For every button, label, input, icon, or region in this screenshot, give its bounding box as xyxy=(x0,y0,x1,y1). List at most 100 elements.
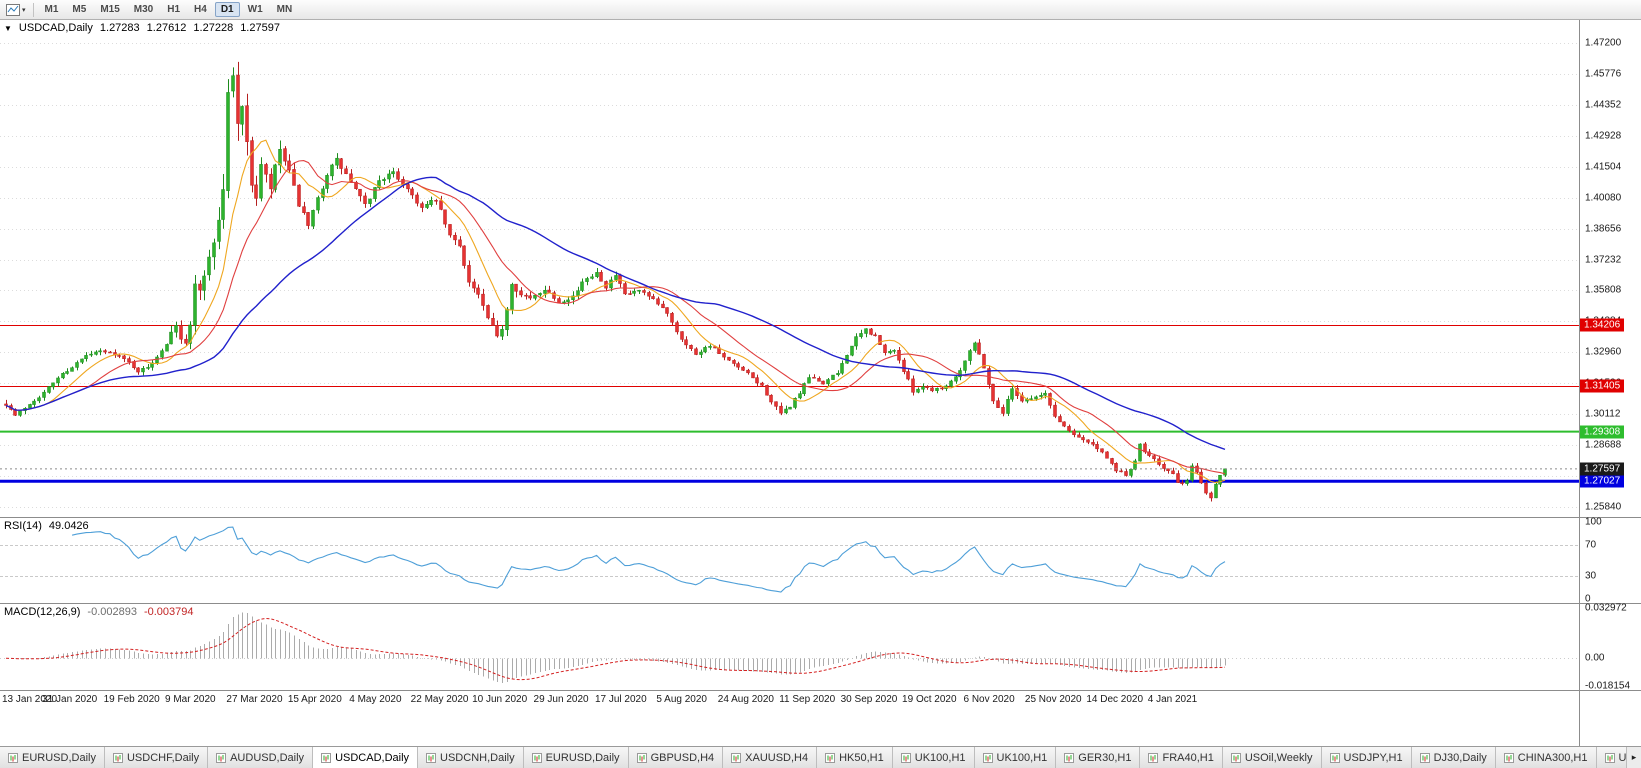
candlestick-tab-icon xyxy=(1148,752,1159,763)
timeframe-button-m15[interactable]: M15 xyxy=(94,2,125,17)
rsi-header: RSI(14) 49.0426 xyxy=(4,520,89,532)
candlestick-tab-icon xyxy=(636,752,647,763)
pane-splitter[interactable] xyxy=(0,690,1579,691)
chart-tab-dj30-daily[interactable]: DJ30,Daily xyxy=(1411,747,1496,768)
macd-axis[interactable]: 0.032972 0.00 -0.018154 xyxy=(1580,602,1641,692)
rsi-line xyxy=(71,526,1226,593)
rsi-title: RSI(14) xyxy=(4,520,42,532)
rsi-chart[interactable] xyxy=(0,518,1579,603)
price-tick-label: 1.41504 xyxy=(1585,161,1622,173)
timeframe-button-m5[interactable]: M5 xyxy=(66,2,92,17)
macd-title: MACD(12,26,9) xyxy=(4,606,81,618)
tab-label: USDJPY,H1 xyxy=(1343,751,1403,764)
candlestick-tab-icon xyxy=(8,752,18,763)
price-chart-pane[interactable]: ▼ USDCAD,Daily 1.27283 1.27612 1.27228 1… xyxy=(0,20,1579,517)
timeframe-button-w1[interactable]: W1 xyxy=(242,2,269,17)
date-tick-label: 6 Nov 2020 xyxy=(963,694,1015,705)
macd-header: MACD(12,26,9) -0.002893 -0.003794 xyxy=(4,606,194,618)
candlestick-tab-icon xyxy=(731,752,742,763)
rsi-tick-label: 30 xyxy=(1585,570,1597,582)
chart-tab-ger30-h1[interactable]: GER30,H1 xyxy=(1056,747,1141,768)
ohlc-open: 1.27283 xyxy=(99,22,140,34)
chart-tab-uk100-h1[interactable]: UK100,H1 xyxy=(974,747,1057,768)
candlestick-tab-icon xyxy=(531,752,542,763)
chart-tabs-bar: EURUSD,Daily USDCHF,Daily AUDUSD,Daily USDC… xyxy=(0,746,1641,768)
ohlc-low: 1.27228 xyxy=(193,22,234,34)
candlestick-tab-icon xyxy=(1419,752,1430,763)
price-tick-label: 1.38656 xyxy=(1585,223,1622,235)
date-tick-label: 17 Jul 2020 xyxy=(594,694,647,705)
pane-splitter[interactable] xyxy=(0,603,1579,604)
candlestick-chart[interactable] xyxy=(0,20,1579,517)
tab-label: USDCHF,Daily xyxy=(126,751,200,764)
collapse-arrow-icon[interactable]: ▼ xyxy=(4,23,12,33)
chart-tab-fra40-h1[interactable]: FRA40,H1 xyxy=(1140,747,1223,768)
macd-tick-label: 0.00 xyxy=(1585,652,1605,664)
chart-icon xyxy=(6,3,20,16)
axis-splitter xyxy=(1580,690,1641,691)
candlestick-tab-icon xyxy=(426,752,437,763)
chart-ohlc-header: ▼ USDCAD,Daily 1.27283 1.27612 1.27228 1… xyxy=(4,22,280,34)
price-axis-main[interactable]: 1.47200 1.45776 1.44352 1.42928 1.41504 1.400… xyxy=(1580,20,1641,517)
chart-tab-uk100-h1[interactable]: UK100,H1 xyxy=(892,747,975,768)
timeframe-button-h4[interactable]: H4 xyxy=(188,2,213,17)
tab-label: EURUSD,Daily xyxy=(545,751,620,764)
price-axis[interactable]: 1.47200 1.45776 1.44352 1.42928 1.41504 1.400… xyxy=(1579,20,1641,746)
price-tick-label: 1.47200 xyxy=(1585,37,1622,49)
chart-tab-eurusd-daily[interactable]: EURUSD,Daily xyxy=(0,747,105,768)
macd-tick-label: 0.032972 xyxy=(1585,602,1627,614)
rsi-tick-label: 100 xyxy=(1585,516,1602,528)
chart-tab-usdjpy-h1[interactable]: USDJPY,H1 xyxy=(1321,747,1412,768)
chart-bottom-margin xyxy=(0,709,1579,746)
macd-main-value: -0.002893 xyxy=(87,606,137,618)
pane-splitter[interactable] xyxy=(0,517,1579,518)
chart-tab-gbpusd-h4[interactable]: GBPUSD,H4 xyxy=(628,747,724,768)
macd-signal-line xyxy=(5,617,1226,681)
moving-average-18 xyxy=(5,160,1226,475)
timeframe-button-mn[interactable]: MN xyxy=(271,2,299,17)
candlestick-tab-icon xyxy=(1230,752,1241,763)
timeframe-button-m30[interactable]: M30 xyxy=(128,2,159,17)
tab-label: UK100,H1 xyxy=(996,751,1048,764)
tab-label: USDCNH,Daily xyxy=(440,751,515,764)
date-tick-label: 4 Jan 2021 xyxy=(1147,694,1198,705)
level-price-tag: 1.27027 xyxy=(1580,474,1625,488)
date-tick-label: 24 Aug 2020 xyxy=(717,694,774,705)
time-axis[interactable]: 13 Jan 2020 31 Jan 2020 19 Feb 2020 9 Mar 2… xyxy=(0,691,1579,709)
chart-tab-usdchf-daily[interactable]: USDCHF,Daily xyxy=(104,747,209,768)
tab-label: EURUSD,Daily xyxy=(22,751,96,764)
chart-tab-audusd-daily[interactable]: AUDUSD,Daily xyxy=(208,747,314,768)
date-tick-label: 10 Jun 2020 xyxy=(472,694,528,705)
tabs-scroll-right-button[interactable]: ▸ xyxy=(1626,747,1641,768)
current-price-tag: 1.27597 xyxy=(1580,462,1625,476)
rsi-tick-label: 0 xyxy=(1585,593,1591,605)
rsi-axis[interactable]: 100 70 30 0 xyxy=(1580,516,1641,605)
price-tick-label: 1.40080 xyxy=(1585,192,1622,204)
macd-pane[interactable]: MACD(12,26,9) -0.002893 -0.003794 xyxy=(0,604,1579,690)
chart-tab-usdcnh-daily[interactable]: USDCNH,Daily xyxy=(418,747,524,768)
tab-label: HK50,H1 xyxy=(839,751,884,764)
rsi-pane[interactable]: RSI(14) 49.0426 xyxy=(0,518,1579,603)
candlestick-tab-icon xyxy=(216,752,227,763)
macd-signal-value: -0.003794 xyxy=(143,606,194,618)
chart-tab-usoil-weekly[interactable]: USOil,Weekly xyxy=(1222,747,1322,768)
tab-label: USOil,Weekly xyxy=(1244,751,1313,764)
chart-tab-hk50-h1[interactable]: HK50,H1 xyxy=(817,747,893,768)
date-tick-label: 15 Apr 2020 xyxy=(287,694,342,705)
timeframe-button-h1[interactable]: H1 xyxy=(161,2,186,17)
rsi-tick-label: 70 xyxy=(1585,539,1597,551)
level-price-tag: 1.29308 xyxy=(1580,425,1625,439)
price-tick-label: 1.28688 xyxy=(1585,439,1622,451)
timeframe-button-m1[interactable]: M1 xyxy=(39,2,65,17)
macd-chart[interactable] xyxy=(0,604,1579,690)
chart-tab-eurusd-daily[interactable]: EURUSD,Daily xyxy=(523,747,629,768)
chart-tab-china300-h1[interactable]: CHINA300,H1 xyxy=(1495,747,1597,768)
timeframe-buttons: M1 M5 M15 M30 H1 H4 D1 W1 MN xyxy=(38,2,300,17)
moving-average-9 xyxy=(5,139,1226,484)
timeframe-button-d1[interactable]: D1 xyxy=(214,2,240,17)
price-tick-label: 1.35808 xyxy=(1585,284,1622,296)
candlestick-tab-icon xyxy=(1604,752,1615,763)
chart-menu-button[interactable]: ▾ xyxy=(3,3,29,17)
chart-tab-xauusd-h4[interactable]: XAUUSD,H4 xyxy=(723,747,818,768)
chart-tab-usdcad-daily[interactable]: USDCAD,Daily xyxy=(313,747,419,768)
